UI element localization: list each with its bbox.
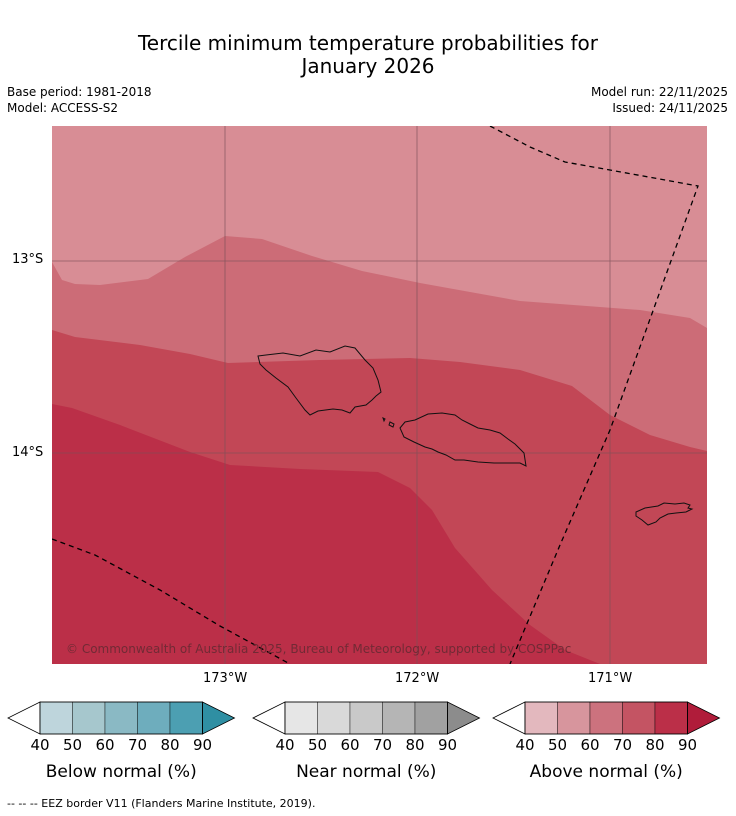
legend-swatch <box>104 701 138 735</box>
lon-label-172w: 172°W <box>395 671 440 686</box>
legend-under-arrow <box>492 701 526 735</box>
small-island-2 <box>382 417 386 423</box>
legend-title-above: Above normal (%) <box>529 762 683 782</box>
title-line-2: January 2026 <box>301 54 435 78</box>
legend-tick-label: 60 <box>95 736 115 754</box>
legend-swatch <box>654 701 688 735</box>
legend-swatch <box>414 701 448 735</box>
legend-swatch <box>589 701 623 735</box>
legend-tick-label: 40 <box>30 736 50 754</box>
title-line-1: Tercile minimum temperature probabilitie… <box>137 31 599 55</box>
american-samoa-island <box>635 502 694 526</box>
lon-label-173w: 173°W <box>203 671 248 686</box>
legend-tick-label: 70 <box>612 736 633 754</box>
legend-swatch <box>39 701 73 735</box>
lat-label-13s: 13°S <box>12 252 44 267</box>
legend-bars <box>7 701 721 735</box>
legend-over-arrow <box>447 701 481 735</box>
legend-below-normal <box>7 701 236 735</box>
legend-tick-label: 50 <box>547 736 568 754</box>
probability-shading <box>52 126 707 664</box>
model-run: Model run: 22/11/2025 <box>590 85 728 99</box>
legend-tick-label: 40 <box>275 736 295 754</box>
lat-label-14s: 14°S <box>12 445 44 460</box>
legend-swatch <box>524 701 558 735</box>
legend-swatch <box>622 701 656 735</box>
savaii-island <box>257 345 382 416</box>
eez-footnote: -- -- -- EEZ border V11 (Flanders Marine… <box>7 797 316 810</box>
legend-tick-label: 90 <box>192 736 213 754</box>
legend-tick-label: 80 <box>160 736 180 754</box>
model-name: Model: ACCESS-S2 <box>7 101 119 115</box>
meta-left: Base period: 1981-2018 Model: ACCESS-S2 <box>7 84 152 116</box>
copyright-notice: © Commonwealth of Australia 2025, Bureau… <box>66 642 572 656</box>
legend-tick-label: 80 <box>645 736 665 754</box>
zone-above-80 <box>52 404 600 664</box>
legend-tick-label: 50 <box>307 736 328 754</box>
legend-swatch <box>72 701 106 735</box>
legend-near-normal <box>252 701 481 735</box>
legend-swatch <box>557 701 591 735</box>
lon-label-171w: 171°W <box>588 671 633 686</box>
legend-under-arrow <box>7 701 41 735</box>
legend-swatch <box>284 701 318 735</box>
legend-swatch <box>349 701 383 735</box>
legend-tick-label: 90 <box>437 736 458 754</box>
legend-tick-label: 40 <box>515 736 535 754</box>
issued-date: Issued: 24/11/2025 <box>612 101 728 115</box>
small-island-1 <box>388 421 395 428</box>
legend-tick-label: 90 <box>677 736 698 754</box>
islands <box>257 345 694 526</box>
legend-above-normal <box>492 701 721 735</box>
meta-right: Model run: 22/11/2025 Issued: 24/11/2025 <box>591 84 728 116</box>
legend-swatch <box>382 701 416 735</box>
legend-tick-label: 60 <box>580 736 600 754</box>
legend-tick-label: 70 <box>127 736 148 754</box>
legend-under-arrow <box>252 701 286 735</box>
legend-over-arrow <box>687 701 721 735</box>
eez-border <box>52 126 699 664</box>
upolu-island <box>399 412 527 467</box>
map-title: Tercile minimum temperature probabilitie… <box>0 32 736 78</box>
legend-swatch <box>317 701 351 735</box>
legend-tick-label: 50 <box>62 736 83 754</box>
base-period: Base period: 1981-2018 <box>7 85 152 99</box>
legend-over-arrow <box>202 701 236 735</box>
legend-title-below: Below normal (%) <box>45 762 197 782</box>
legend-swatch <box>137 701 171 735</box>
legend-tick-label: 70 <box>372 736 393 754</box>
graticule <box>52 126 707 664</box>
legend-tick-label: 80 <box>405 736 425 754</box>
legend-swatch <box>169 701 203 735</box>
legend-title-near: Near normal (%) <box>296 762 437 782</box>
legend-tick-label: 60 <box>340 736 360 754</box>
